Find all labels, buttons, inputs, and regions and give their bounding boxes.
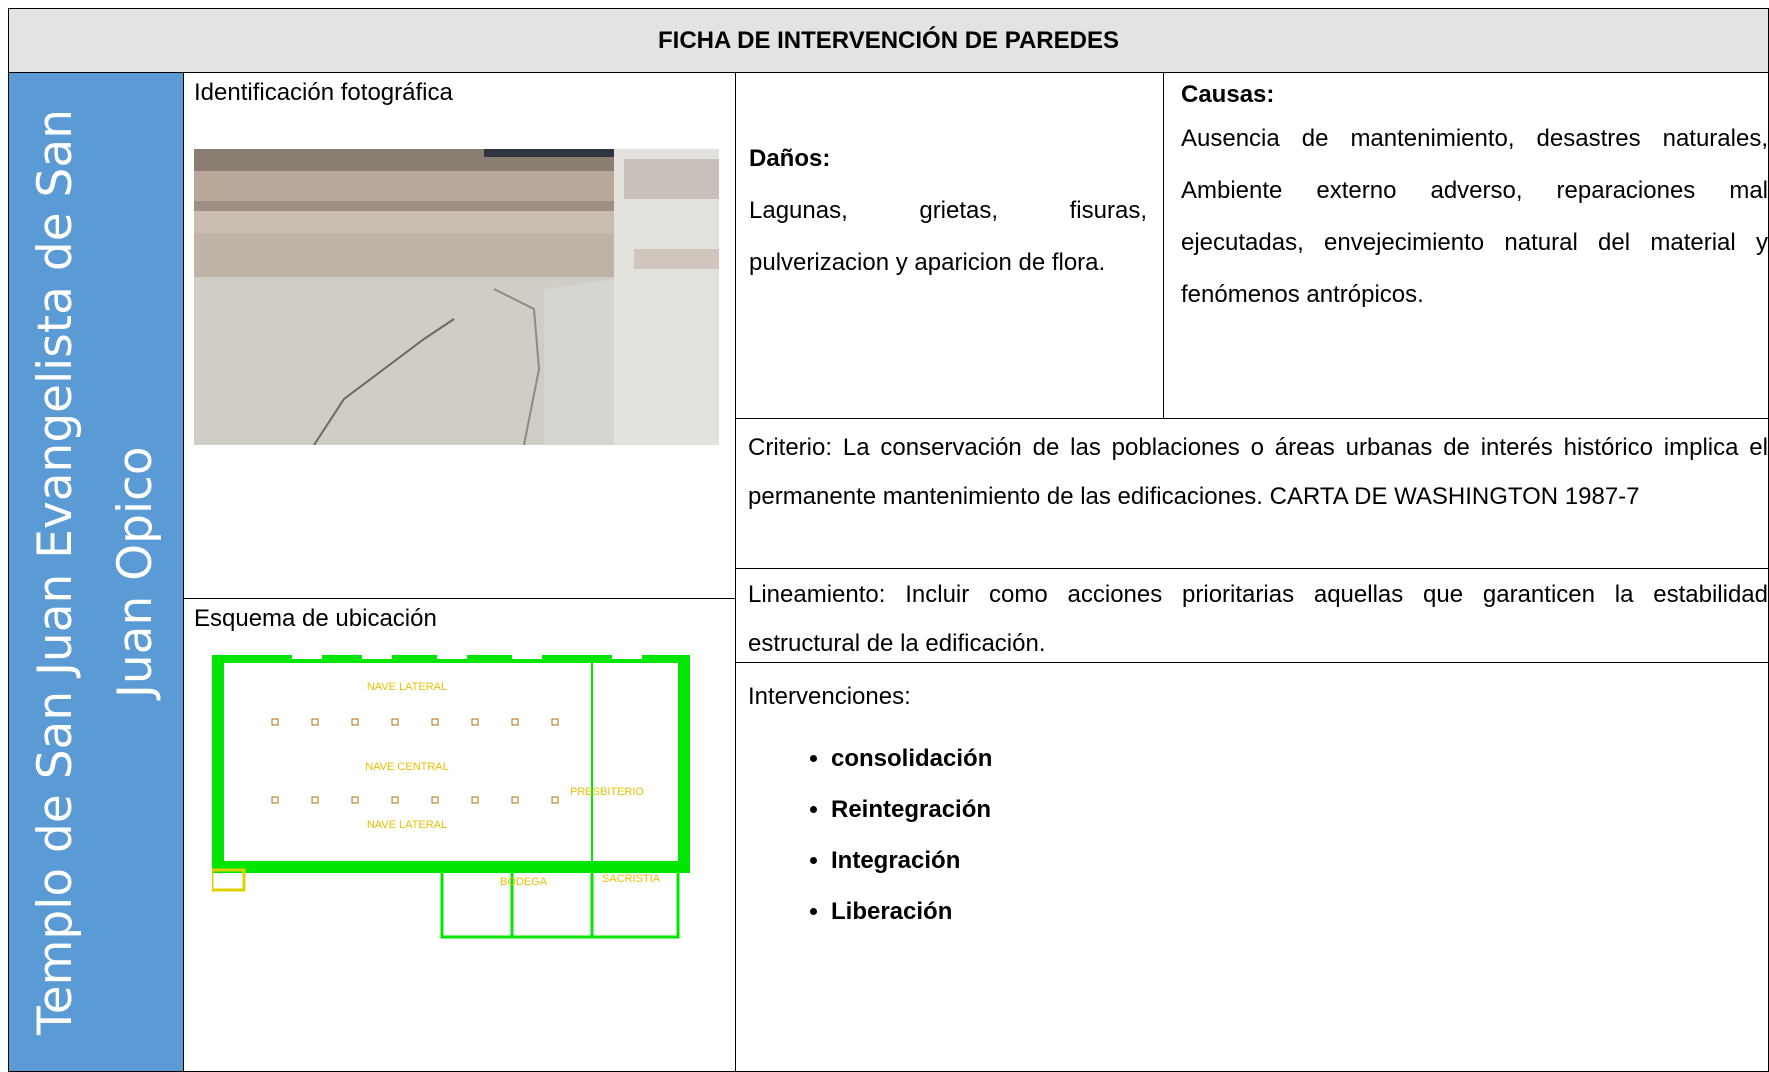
room-label: BODEGA xyxy=(500,876,548,888)
room-label: NAVE LATERAL xyxy=(367,819,447,831)
intervenciones-cell: Intervenciones: consolidación Reintegrac… xyxy=(735,662,1769,1072)
list-item: Liberación xyxy=(831,886,1768,937)
photo-label: Identificación fotográfica xyxy=(194,79,453,106)
room-label: PRESBITERIO xyxy=(570,786,644,798)
side-panel: Templo de San Juan Evangelista de San Ju… xyxy=(8,72,184,1072)
photo xyxy=(194,149,719,445)
criterio: Criterio: La conservación de las poblaci… xyxy=(735,418,1769,569)
causas-cell: Causas: Ausencia de mantenimiento, desas… xyxy=(1163,72,1769,419)
intervenciones-heading: Intervenciones: xyxy=(748,683,911,710)
danos-text: Lagunas, grietas, fisuras, pulverizacion… xyxy=(749,197,1147,276)
room-label: NAVE LATERAL xyxy=(367,681,447,693)
causas-heading: Causas: xyxy=(1181,81,1275,108)
list-item: Integración xyxy=(831,835,1768,886)
lineamiento: Lineamiento: Incluir como acciones prior… xyxy=(735,568,1769,663)
floor-plan: NAVE LATERAL NAVE CENTRAL NAVE LATERAL P… xyxy=(212,655,690,939)
causas-text: Ausencia de mantenimiento, desastres nat… xyxy=(1181,125,1768,308)
side-label: Templo de San Juan Evangelista de San Ju… xyxy=(28,109,163,1035)
photo-cell: Identificación fotográfica xyxy=(183,72,736,599)
title: FICHA DE INTERVENCIÓN DE PAREDES xyxy=(8,8,1769,73)
danos-heading: Daños: xyxy=(749,145,831,172)
room-label: NAVE CENTRAL xyxy=(365,761,449,773)
intervenciones-list: consolidación Reintegración Integración … xyxy=(748,733,1768,937)
room-label: SACRISTIA xyxy=(602,873,661,885)
plan-label: Esquema de ubicación xyxy=(194,605,437,632)
list-item: Reintegración xyxy=(831,784,1768,835)
plan-cell: Esquema de ubicación NAVE LATERAL NAVE C… xyxy=(183,598,736,1072)
danos-cell: Daños: Lagunas, grietas, fisuras, pulver… xyxy=(735,72,1164,419)
list-item: consolidación xyxy=(831,733,1768,784)
